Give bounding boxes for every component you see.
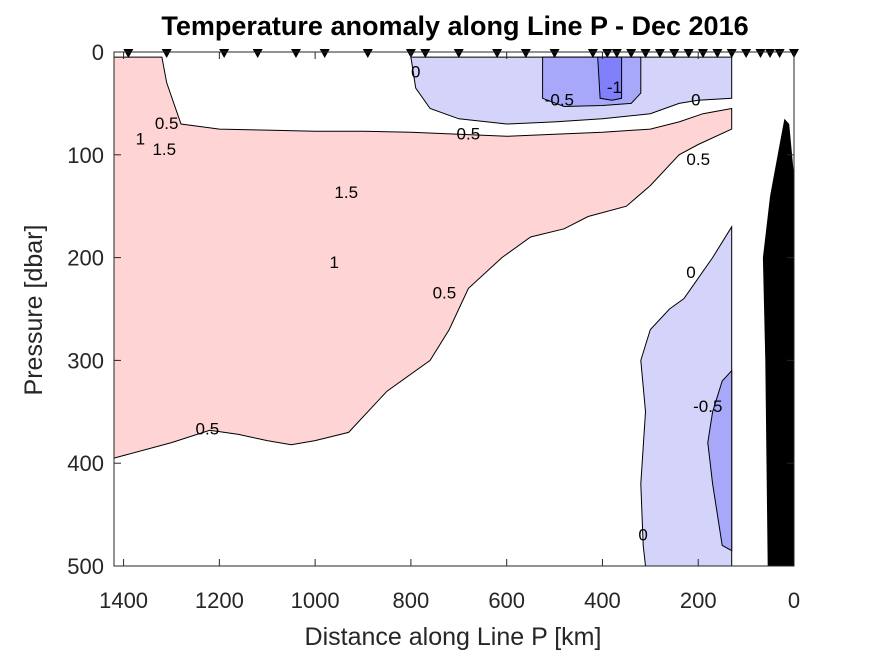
contour-region-neg-lower-05 <box>707 369 733 552</box>
contour-label: -0.5 <box>693 397 722 416</box>
station-marker <box>726 49 737 58</box>
x-tick-label: 1400 <box>99 588 148 613</box>
y-tick-label: 400 <box>67 451 104 476</box>
station-marker <box>611 49 622 58</box>
station-marker <box>602 49 613 58</box>
x-axis-label: Distance along Line P [km] <box>305 623 602 651</box>
y-tick-label: 500 <box>67 554 104 579</box>
station-marker <box>654 49 665 58</box>
contour-label: -0.5 <box>545 90 574 109</box>
station-marker <box>520 49 531 58</box>
x-tick-label: 1200 <box>195 588 244 613</box>
contour-label: 0.5 <box>433 284 457 303</box>
x-tick-label: 600 <box>488 588 525 613</box>
station-marker <box>755 49 766 58</box>
station-marker <box>549 49 560 58</box>
station-marker <box>712 49 723 58</box>
station-marker <box>626 49 637 58</box>
station-marker <box>698 49 709 58</box>
y-tick-label: 100 <box>67 143 104 168</box>
station-marker <box>420 49 431 58</box>
station-marker <box>123 49 134 58</box>
station-marker <box>683 49 694 58</box>
contour-region-neg-upper-1 <box>597 56 623 101</box>
station-marker <box>774 49 785 58</box>
x-tick-label: 800 <box>393 588 430 613</box>
contour-label: 0.5 <box>457 124 481 143</box>
station-marker <box>362 49 373 58</box>
x-axis-ticks: 1400 1200 1000 800 600 400 200 0 <box>99 52 800 613</box>
station-marker <box>219 49 230 58</box>
station-marker <box>161 49 172 58</box>
station-markers <box>123 49 799 58</box>
station-marker <box>319 49 330 58</box>
station-marker <box>453 49 464 58</box>
contour-label: 1 <box>136 130 145 149</box>
bathymetry-seafloor <box>762 118 794 567</box>
plot-area-border <box>113 51 795 567</box>
contour-labels: 0.5 1 1.5 0.5 1.5 1 0.5 0.5 0.5 0 -0.5 -1 0 0 -0.5 0 <box>136 63 723 545</box>
station-marker <box>587 49 598 58</box>
y-tick-label: 200 <box>67 246 104 271</box>
contour-label: 0 <box>411 63 420 82</box>
station-marker <box>290 49 301 58</box>
station-marker <box>640 49 651 58</box>
bathymetry <box>762 118 794 567</box>
contour-region-band-05 <box>113 56 733 459</box>
station-marker <box>765 49 776 58</box>
y-tick-label: 300 <box>67 348 104 373</box>
x-tick-label: 400 <box>584 588 621 613</box>
station-marker <box>492 49 503 58</box>
contour-label: 0 <box>691 90 700 109</box>
contour-label: 1 <box>330 253 339 272</box>
contour-label: 0.5 <box>196 419 220 438</box>
contour-label: 0.5 <box>155 114 179 133</box>
y-axis-label: Pressure [dbar] <box>20 225 48 396</box>
chart-title: Temperature anomaly along Line P - Dec 2… <box>161 11 748 41</box>
contour-label: -1 <box>607 78 622 97</box>
contour-label: 0.5 <box>686 150 710 169</box>
x-tick-label: 1000 <box>291 588 340 613</box>
contour-label: 1.5 <box>334 183 358 202</box>
station-marker <box>252 49 263 58</box>
x-tick-label: 200 <box>680 588 717 613</box>
y-tick-label: 0 <box>92 40 104 65</box>
contour-fills <box>113 56 733 567</box>
contour-label: 1.5 <box>152 140 176 159</box>
contour-label: 0 <box>686 263 695 282</box>
x-tick-label: 0 <box>788 588 800 613</box>
station-marker <box>669 49 680 58</box>
station-marker <box>741 49 752 58</box>
contour-label: 0 <box>638 525 647 544</box>
